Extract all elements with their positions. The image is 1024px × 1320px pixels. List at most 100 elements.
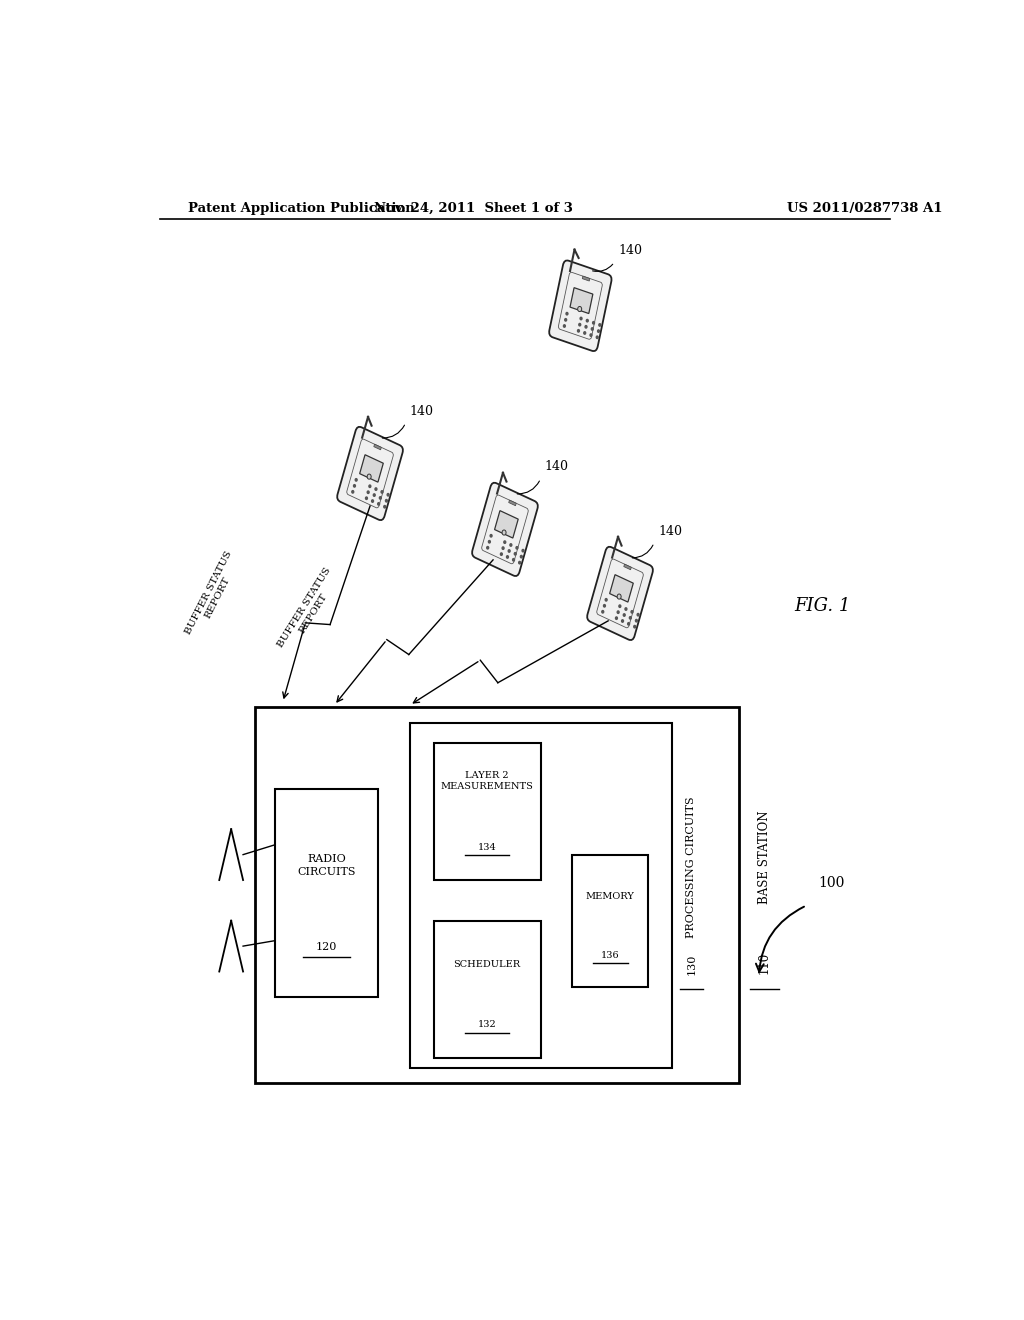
Text: 120: 120 [315,942,337,952]
Circle shape [584,331,586,334]
Bar [433,921,541,1057]
Circle shape [513,558,514,561]
Circle shape [379,496,381,499]
Text: 130: 130 [686,954,696,975]
Circle shape [602,611,604,612]
Circle shape [486,546,488,549]
Circle shape [630,616,631,619]
Text: 140: 140 [658,524,682,537]
Circle shape [585,326,587,329]
Circle shape [378,503,380,506]
Circle shape [637,614,639,616]
Circle shape [369,484,371,487]
Bar [374,444,381,450]
Circle shape [636,619,637,622]
Circle shape [516,546,518,549]
Circle shape [520,556,522,558]
Circle shape [490,535,493,537]
Circle shape [580,317,582,319]
Circle shape [510,544,512,546]
Circle shape [368,491,369,494]
Circle shape [596,337,598,338]
Circle shape [501,553,503,556]
Circle shape [502,546,504,549]
Circle shape [519,561,520,564]
Text: 110: 110 [758,952,771,974]
Circle shape [355,479,357,480]
Circle shape [502,529,506,535]
Circle shape [617,611,620,614]
Text: 132: 132 [478,1020,497,1030]
Bar [572,854,648,987]
Circle shape [375,488,377,490]
Bar [433,743,541,880]
Circle shape [578,306,582,312]
Bar [274,788,378,997]
Text: PROCESSING CIRCUITS: PROCESSING CIRCUITS [686,797,696,939]
Text: Patent Application Publication: Patent Application Publication [187,202,415,215]
Circle shape [353,484,355,487]
Text: 136: 136 [601,950,620,960]
Circle shape [618,605,621,607]
FancyBboxPatch shape [337,426,402,520]
Circle shape [587,319,588,322]
Text: 100: 100 [818,876,845,890]
Text: MEMORY: MEMORY [586,892,635,902]
Circle shape [599,323,601,326]
Circle shape [591,327,593,330]
Circle shape [563,325,565,327]
FancyBboxPatch shape [472,483,538,576]
Circle shape [387,494,389,496]
Circle shape [593,322,595,323]
Text: SCHEDULER: SCHEDULER [454,960,520,969]
Circle shape [508,549,510,552]
Circle shape [605,598,607,601]
Text: BUFFER STATUS
REPORT: BUFFER STATUS REPORT [276,566,342,655]
Text: LAYER 2
MEASUREMENTS: LAYER 2 MEASUREMENTS [440,771,534,791]
Text: 140: 140 [545,461,568,474]
Circle shape [634,626,636,628]
Circle shape [622,620,624,622]
Text: BUFFER STATUS
REPORT: BUFFER STATUS REPORT [183,550,243,642]
Bar [495,511,518,539]
Circle shape [522,549,524,552]
Circle shape [598,330,599,333]
FancyBboxPatch shape [481,495,528,564]
Circle shape [631,611,633,612]
Circle shape [352,491,353,494]
Circle shape [374,494,375,496]
Circle shape [366,498,368,499]
Circle shape [615,616,617,619]
Circle shape [624,614,626,616]
FancyBboxPatch shape [587,546,653,640]
Circle shape [381,491,383,494]
Circle shape [488,540,490,543]
Circle shape [384,506,386,508]
Circle shape [368,474,371,479]
Text: 140: 140 [618,244,642,257]
Bar [509,500,516,506]
Bar [624,564,632,570]
Circle shape [628,623,630,626]
Text: Nov. 24, 2011  Sheet 1 of 3: Nov. 24, 2011 Sheet 1 of 3 [374,202,572,215]
Text: 134: 134 [478,842,497,851]
Circle shape [385,499,387,502]
Bar [583,276,590,281]
Circle shape [590,334,592,337]
Text: 140: 140 [410,405,434,417]
Circle shape [564,318,566,321]
Text: RADIO
CIRCUITS: RADIO CIRCUITS [297,854,355,876]
FancyBboxPatch shape [347,440,393,508]
Text: BASE STATION: BASE STATION [758,810,771,904]
Circle shape [579,323,581,326]
Circle shape [514,553,516,554]
Bar [570,288,593,314]
FancyBboxPatch shape [558,272,602,339]
Circle shape [372,500,374,503]
Circle shape [566,313,568,315]
FancyBboxPatch shape [597,558,643,628]
Bar [410,722,672,1068]
Circle shape [603,605,605,607]
Circle shape [578,330,580,333]
Circle shape [625,607,627,610]
